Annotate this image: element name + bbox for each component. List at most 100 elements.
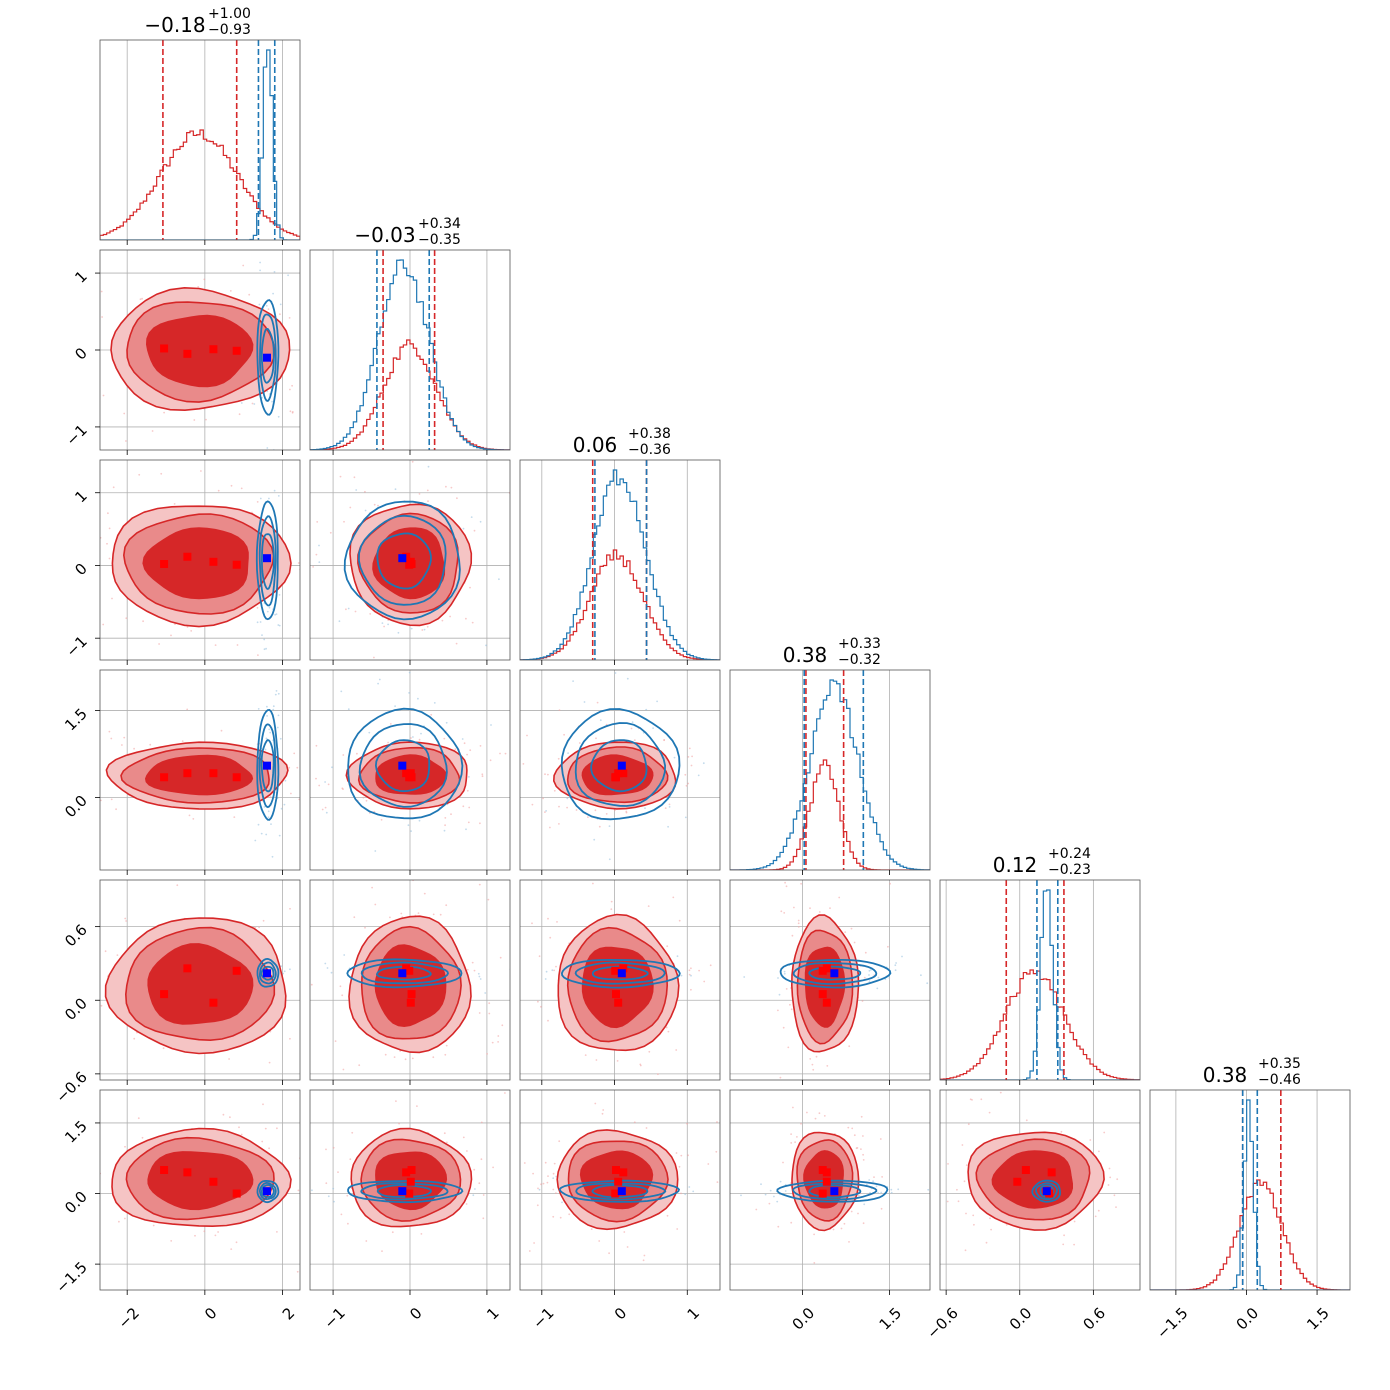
blue-sample-point <box>872 1180 874 1183</box>
red-sample-point <box>421 629 424 631</box>
red-sample-point <box>291 384 293 387</box>
red-sample-point <box>197 286 200 288</box>
red-sample-point <box>598 1240 601 1242</box>
x-tick-label: −0.6 <box>923 1304 961 1342</box>
panel-4-1 <box>309 879 511 1085</box>
red-sample-point <box>353 476 356 479</box>
blue-contour-line <box>376 532 432 590</box>
red-sample-point <box>489 759 492 762</box>
panel-4-3 <box>729 879 931 1085</box>
blue-point-marker <box>262 554 271 563</box>
red-sample-point <box>579 1084 581 1086</box>
red-sample-point <box>74 546 76 548</box>
panel-4-0 <box>38 879 301 1085</box>
red-sample-point <box>439 913 442 916</box>
red-sample-point <box>549 826 551 829</box>
blue-sample-point <box>269 731 272 734</box>
red-sample-point <box>159 454 161 456</box>
red-sample-point <box>685 784 688 787</box>
red-sample-point <box>64 761 66 763</box>
red-sample-point <box>862 1135 864 1137</box>
red-sample-point <box>38 987 40 989</box>
blue-sample-point <box>264 748 267 751</box>
red-sample-point <box>100 290 103 293</box>
red-sample-point <box>482 1217 485 1220</box>
blue-sample-point <box>583 701 586 703</box>
red-sample-point <box>456 497 458 500</box>
red-sample-point <box>864 951 867 954</box>
red-contour-inner <box>144 754 254 796</box>
red-sample-point <box>843 1222 846 1225</box>
blue-sample-point <box>266 610 269 613</box>
red-sample-point <box>1103 1131 1106 1134</box>
panel-content <box>520 880 720 1086</box>
red-sample-point <box>133 1037 136 1040</box>
red-sample-point <box>240 1133 243 1136</box>
red-sample-point <box>481 775 484 778</box>
blue-sample-point <box>410 627 413 630</box>
red-sample-point <box>296 766 299 769</box>
red-sample-point <box>1107 1184 1110 1186</box>
red-point-marker <box>1013 1177 1022 1186</box>
blue-sample-point <box>567 752 569 754</box>
panel-frame <box>939 1089 1141 1291</box>
blue-sample-point <box>260 832 263 835</box>
red-point-marker <box>209 769 218 778</box>
red-sample-point <box>100 799 102 802</box>
red-sample-point <box>176 884 179 887</box>
red-sample-point <box>139 298 142 301</box>
blue-sample-point <box>261 634 263 636</box>
red-sample-point <box>395 1100 397 1102</box>
red-sample-point <box>217 489 220 492</box>
red-sample-point <box>546 1181 549 1184</box>
blue-sample-point <box>894 964 897 967</box>
red-sample-point <box>963 1180 966 1183</box>
red-sample-point <box>536 1204 539 1207</box>
red-sample-point <box>969 1098 972 1101</box>
red-sample-point <box>312 764 314 766</box>
red-point-marker <box>818 990 827 999</box>
red-sample-point <box>446 1141 448 1144</box>
red-sample-point <box>709 964 712 967</box>
blue-sample-point <box>890 1191 893 1194</box>
red-sample-point <box>142 620 145 623</box>
blue-contour-line <box>376 1184 432 1198</box>
red-contour-inner <box>145 314 254 388</box>
red-sample-point <box>434 662 436 664</box>
blue-sample-point <box>374 850 377 852</box>
blue-sample-point <box>381 622 384 624</box>
panel-frame <box>519 879 721 1081</box>
red-sample-point <box>298 798 300 801</box>
red-sample-point <box>858 1194 860 1197</box>
blue-sample-point <box>265 833 268 836</box>
blue-sample-point <box>468 776 470 778</box>
red-sample-point <box>90 616 92 618</box>
red-sample-point <box>257 654 259 656</box>
red-sample-point <box>315 1189 317 1191</box>
param-title-plus: +0.34 <box>418 216 461 232</box>
red-sample-point <box>107 512 109 515</box>
red-sample-point <box>881 1176 883 1178</box>
red-sample-point <box>558 1140 561 1143</box>
red-point-marker <box>619 1168 628 1177</box>
red-sample-point <box>1062 1243 1065 1246</box>
panel-frame <box>939 879 1141 1081</box>
panel-frame <box>729 669 931 871</box>
y-tick-label: 0.0 <box>61 792 91 822</box>
blue-sample-point <box>283 970 286 973</box>
red-sample-point <box>123 736 126 739</box>
red-sample-point <box>315 777 317 780</box>
red-sample-point <box>533 1242 535 1244</box>
blue-sample-point <box>544 978 547 980</box>
red-sample-point <box>790 1008 793 1011</box>
blue-sample-point <box>355 489 358 491</box>
red-point-marker <box>183 964 192 973</box>
blue-contour-line <box>347 1180 464 1204</box>
red-sample-point <box>680 1192 682 1195</box>
red-sample-point <box>547 917 549 920</box>
red-sample-point <box>592 882 594 885</box>
red-sample-point <box>768 1202 771 1205</box>
red-sample-point <box>181 740 184 742</box>
red-sample-point <box>797 922 800 925</box>
red-sample-point <box>71 560 73 562</box>
